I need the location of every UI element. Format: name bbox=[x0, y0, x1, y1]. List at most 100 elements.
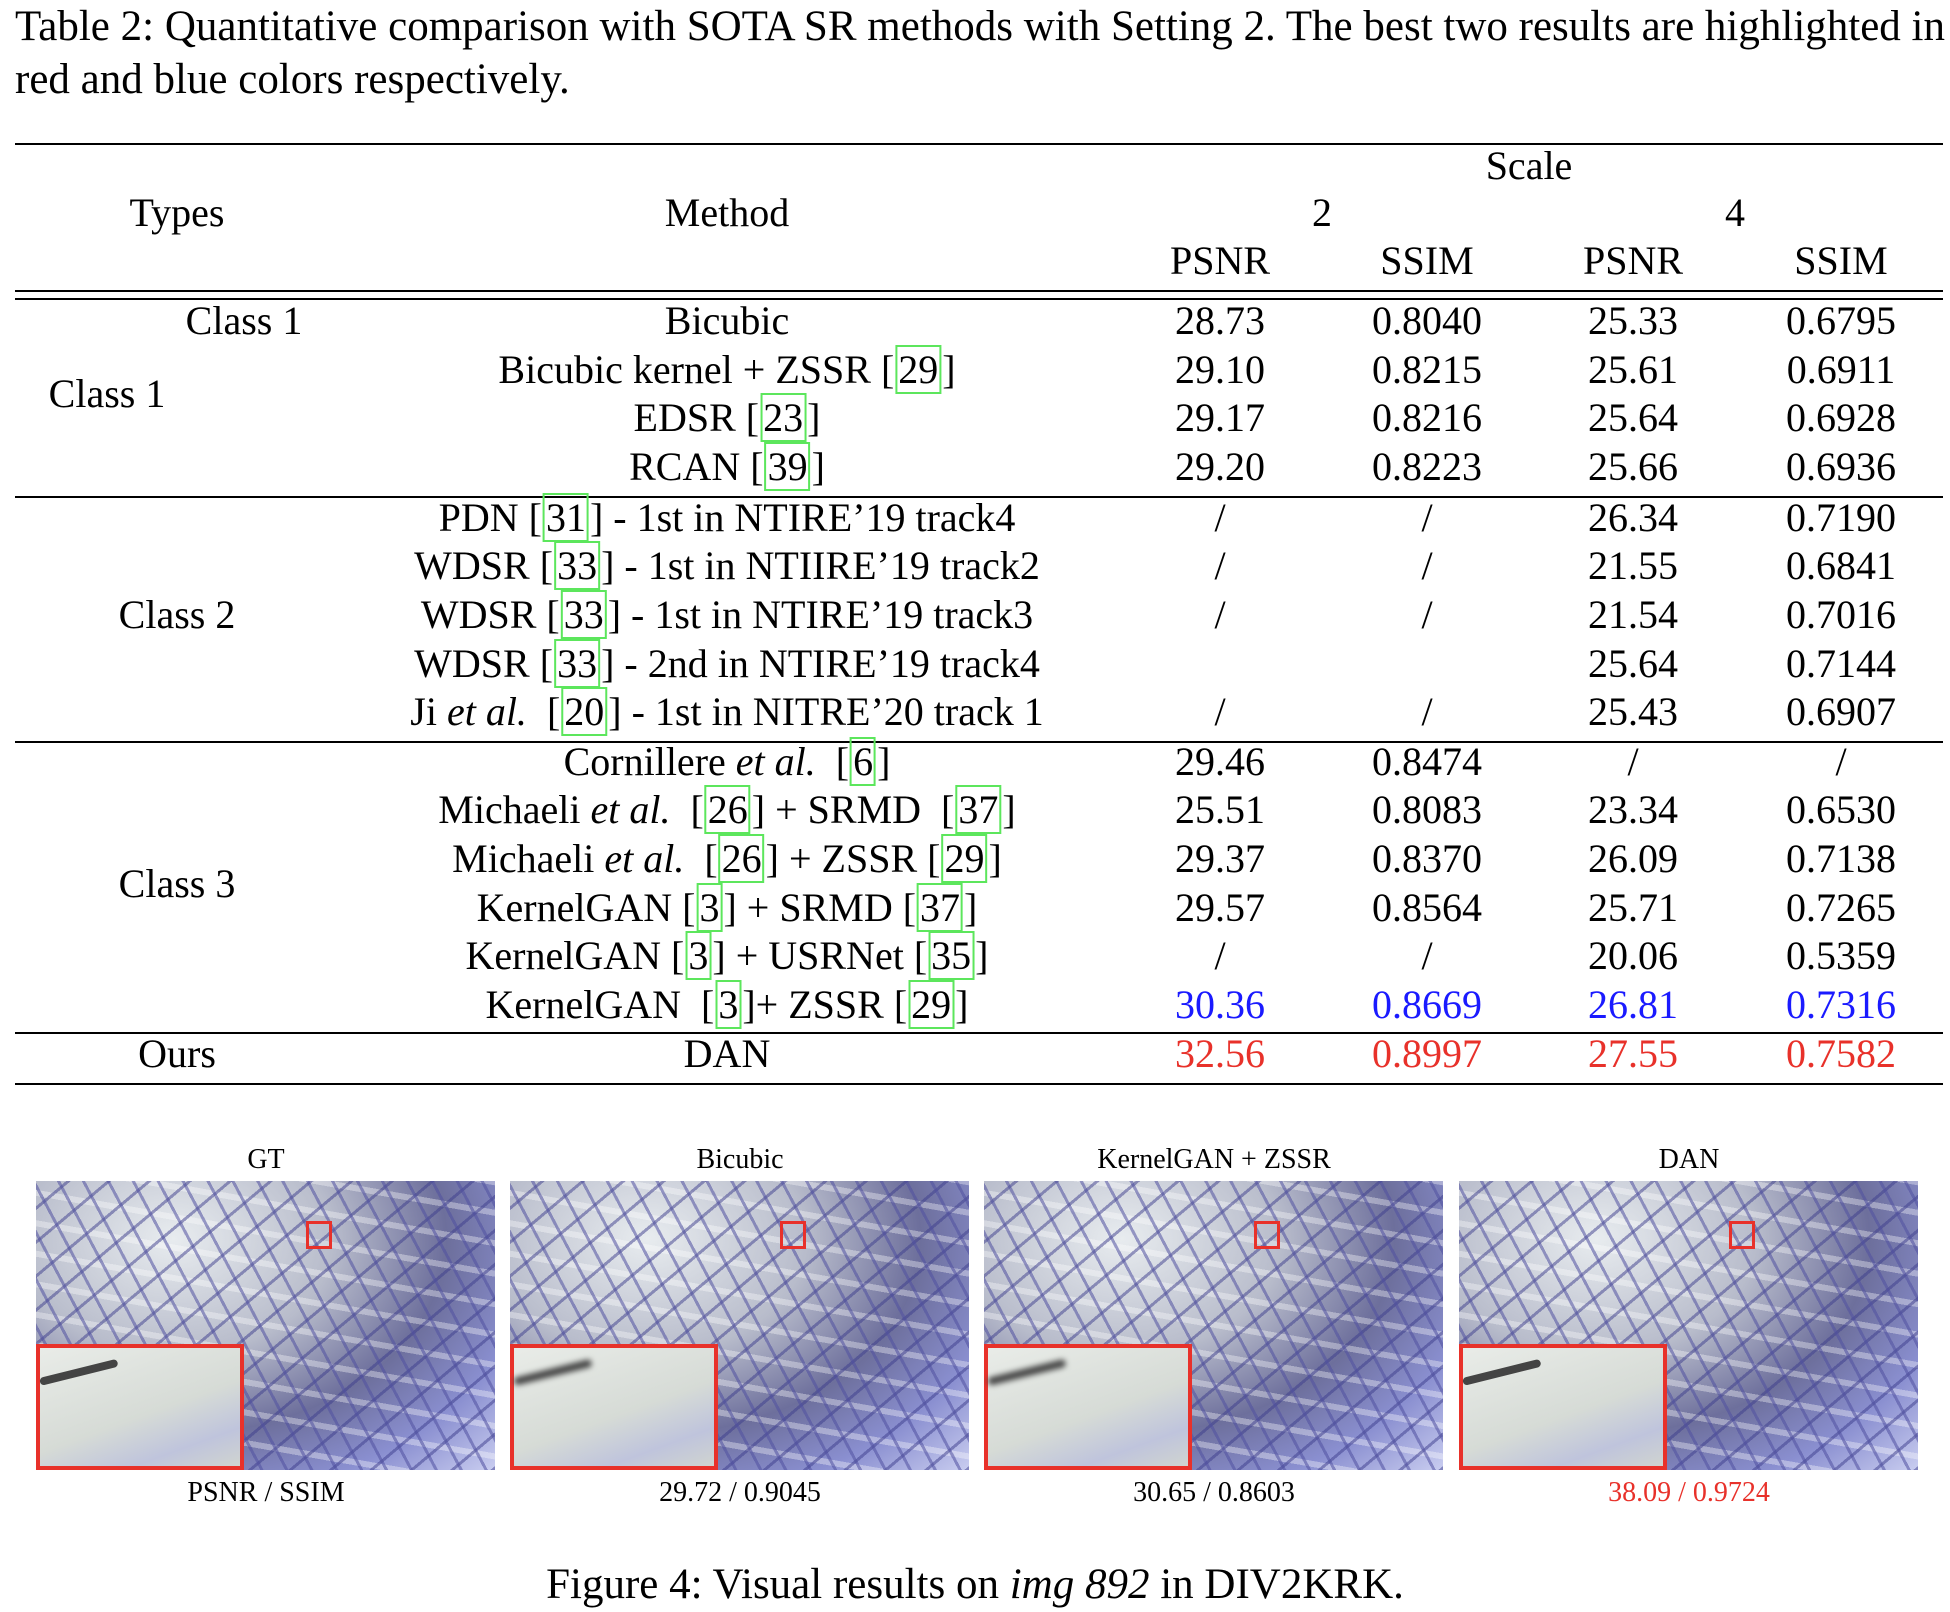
value-cell: 0.8215 bbox=[1372, 347, 1482, 392]
value-cell: 25.51 bbox=[1175, 787, 1265, 832]
method-italic: et al. bbox=[604, 836, 685, 881]
method-text: Bicubic bbox=[664, 298, 790, 343]
method-text: KernelGAN bbox=[465, 933, 672, 978]
value-cell: 29.37 bbox=[1175, 836, 1265, 881]
citation-link[interactable]: 33 bbox=[560, 590, 607, 639]
value-cell: / bbox=[1214, 495, 1226, 540]
figure-caption: Figure 4: Visual results on img 892 in D… bbox=[546, 1561, 1404, 1608]
method-cell: EDSR [23] bbox=[633, 393, 821, 442]
value-cell: 0.8669 bbox=[1372, 982, 1482, 1027]
panel-metric: 29.72 / 0.9045 bbox=[659, 1477, 821, 1508]
citation-link[interactable]: 3 bbox=[685, 931, 712, 980]
method-text: + SRMD bbox=[765, 787, 942, 832]
citation-link[interactable]: 33 bbox=[554, 639, 601, 688]
value-cell: / bbox=[1421, 495, 1433, 540]
method-text: Michaeli bbox=[438, 787, 591, 832]
method-text: - 2nd in NTIRE’19 track4 bbox=[614, 641, 1040, 686]
zoom-region-marker bbox=[780, 1221, 806, 1249]
method-text bbox=[527, 689, 547, 734]
citation-link[interactable]: 3 bbox=[696, 883, 723, 932]
value-cell: 21.54 bbox=[1588, 592, 1678, 637]
panel-metric: PSNR / SSIM bbox=[187, 1477, 345, 1508]
citation-link[interactable]: 35 bbox=[928, 931, 975, 980]
citation-link[interactable]: 31 bbox=[542, 493, 589, 542]
method-text: - 1st in NTIIRE’19 track2 bbox=[614, 543, 1040, 588]
method-text: KernelGAN bbox=[485, 982, 702, 1027]
value-cell: 29.57 bbox=[1175, 885, 1265, 930]
zoom-inset bbox=[1459, 1344, 1667, 1470]
value-cell: 25.64 bbox=[1588, 641, 1678, 686]
method-text: EDSR bbox=[633, 395, 746, 440]
value-cell: 0.8370 bbox=[1372, 836, 1482, 881]
method-text: PDN bbox=[438, 495, 529, 540]
citation-link[interactable]: 37 bbox=[917, 883, 964, 932]
value-cell: 29.20 bbox=[1175, 444, 1265, 489]
citation-link[interactable]: 20 bbox=[561, 687, 608, 736]
value-cell: 25.66 bbox=[1588, 444, 1678, 489]
value-cell: 0.8564 bbox=[1372, 885, 1482, 930]
value-cell: 20.06 bbox=[1588, 933, 1678, 978]
value-cell: 0.6936 bbox=[1786, 444, 1896, 489]
header-ssim-x2: SSIM bbox=[1380, 238, 1474, 283]
value-cell: 0.5359 bbox=[1786, 933, 1896, 978]
citation-link[interactable]: 39 bbox=[764, 442, 811, 491]
value-cell: 0.6907 bbox=[1786, 689, 1896, 734]
value-cell: 0.6530 bbox=[1786, 787, 1896, 832]
value-cell: 0.7190 bbox=[1786, 495, 1896, 540]
citation-link[interactable]: 6 bbox=[850, 737, 877, 786]
citation-link[interactable]: 23 bbox=[760, 393, 807, 442]
value-cell: 29.46 bbox=[1175, 739, 1265, 784]
zoom-region-marker bbox=[1254, 1221, 1280, 1249]
value-cell: 0.7138 bbox=[1786, 836, 1896, 881]
method-cell: WDSR [33] - 1st in NTIIRE’19 track2 bbox=[414, 541, 1040, 590]
group-rule bbox=[15, 1083, 1943, 1085]
value-cell: 26.34 bbox=[1588, 495, 1678, 540]
value-cell: 25.71 bbox=[1588, 885, 1678, 930]
value-cell: / bbox=[1214, 689, 1226, 734]
method-text bbox=[684, 836, 704, 881]
value-cell: 0.7582 bbox=[1786, 1031, 1896, 1076]
method-italic: et al. bbox=[735, 739, 816, 784]
method-text bbox=[670, 787, 690, 832]
panel-label: GT bbox=[247, 1144, 285, 1175]
method-cell: Bicubic kernel + ZSSR [29] bbox=[498, 345, 956, 394]
inset-detail bbox=[39, 1358, 119, 1386]
method-text: RCAN bbox=[629, 444, 751, 489]
method-text: + ZSSR bbox=[778, 836, 928, 881]
value-cell: 32.56 bbox=[1175, 1031, 1265, 1076]
value-cell: / bbox=[1421, 543, 1433, 588]
value-cell: 0.8040 bbox=[1372, 298, 1482, 343]
value-cell: 28.73 bbox=[1175, 298, 1265, 343]
header-scale-4: 4 bbox=[1725, 190, 1745, 235]
value-cell: 29.10 bbox=[1175, 347, 1265, 392]
table-caption: Table 2: Quantitative comparison with SO… bbox=[15, 3, 1945, 103]
citation-link[interactable]: 26 bbox=[718, 834, 765, 883]
value-cell: 0.6795 bbox=[1786, 298, 1896, 343]
method-text: Cornillere bbox=[563, 739, 736, 784]
citation-link[interactable]: 3 bbox=[715, 980, 742, 1029]
value-cell: 21.55 bbox=[1588, 543, 1678, 588]
value-cell: 25.33 bbox=[1588, 298, 1678, 343]
inset-detail bbox=[987, 1358, 1067, 1386]
value-cell: 0.6911 bbox=[1786, 347, 1896, 392]
method-cell: WDSR [33] - 1st in NTIRE’19 track3 bbox=[420, 590, 1034, 639]
method-cell: KernelGAN [3]+ ZSSR [29] bbox=[485, 980, 969, 1029]
value-cell: 0.8997 bbox=[1372, 1031, 1482, 1076]
header-psnr-x2: PSNR bbox=[1169, 238, 1271, 283]
citation-link[interactable]: 33 bbox=[554, 541, 601, 590]
header-scale: Scale bbox=[1485, 143, 1573, 188]
citation-link[interactable]: 29 bbox=[941, 834, 988, 883]
value-cell: 25.61 bbox=[1588, 347, 1678, 392]
citation-link[interactable]: 37 bbox=[955, 785, 1002, 834]
method-cell: Cornillere et al. [6] bbox=[563, 737, 891, 786]
method-cell: KernelGAN [3] + USRNet [35] bbox=[465, 931, 989, 980]
value-cell: 26.81 bbox=[1588, 982, 1678, 1027]
group-rule bbox=[15, 741, 1943, 743]
citation-link[interactable]: 26 bbox=[704, 785, 751, 834]
panel-image bbox=[984, 1181, 1443, 1470]
header-ssim-x4: SSIM bbox=[1794, 238, 1888, 283]
group-label: Class 3 bbox=[118, 861, 236, 906]
citation-link[interactable]: 29 bbox=[895, 345, 942, 394]
header-psnr-x4: PSNR bbox=[1582, 238, 1684, 283]
citation-link[interactable]: 29 bbox=[908, 980, 955, 1029]
